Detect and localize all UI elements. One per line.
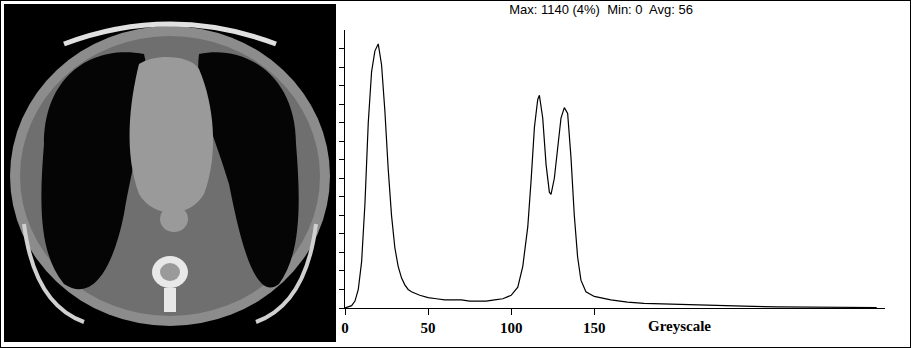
svg-text:100: 100	[500, 320, 523, 336]
svg-text:Max: 1140 (4%) Min: 0 Avg: 5: Max: 1140 (4%) Min: 0 Avg: 56	[509, 2, 693, 17]
svg-text:Greyscale: Greyscale	[648, 318, 711, 334]
svg-text:150: 150	[583, 320, 606, 336]
svg-text:0: 0	[341, 320, 349, 336]
svg-text:50: 50	[421, 320, 436, 336]
